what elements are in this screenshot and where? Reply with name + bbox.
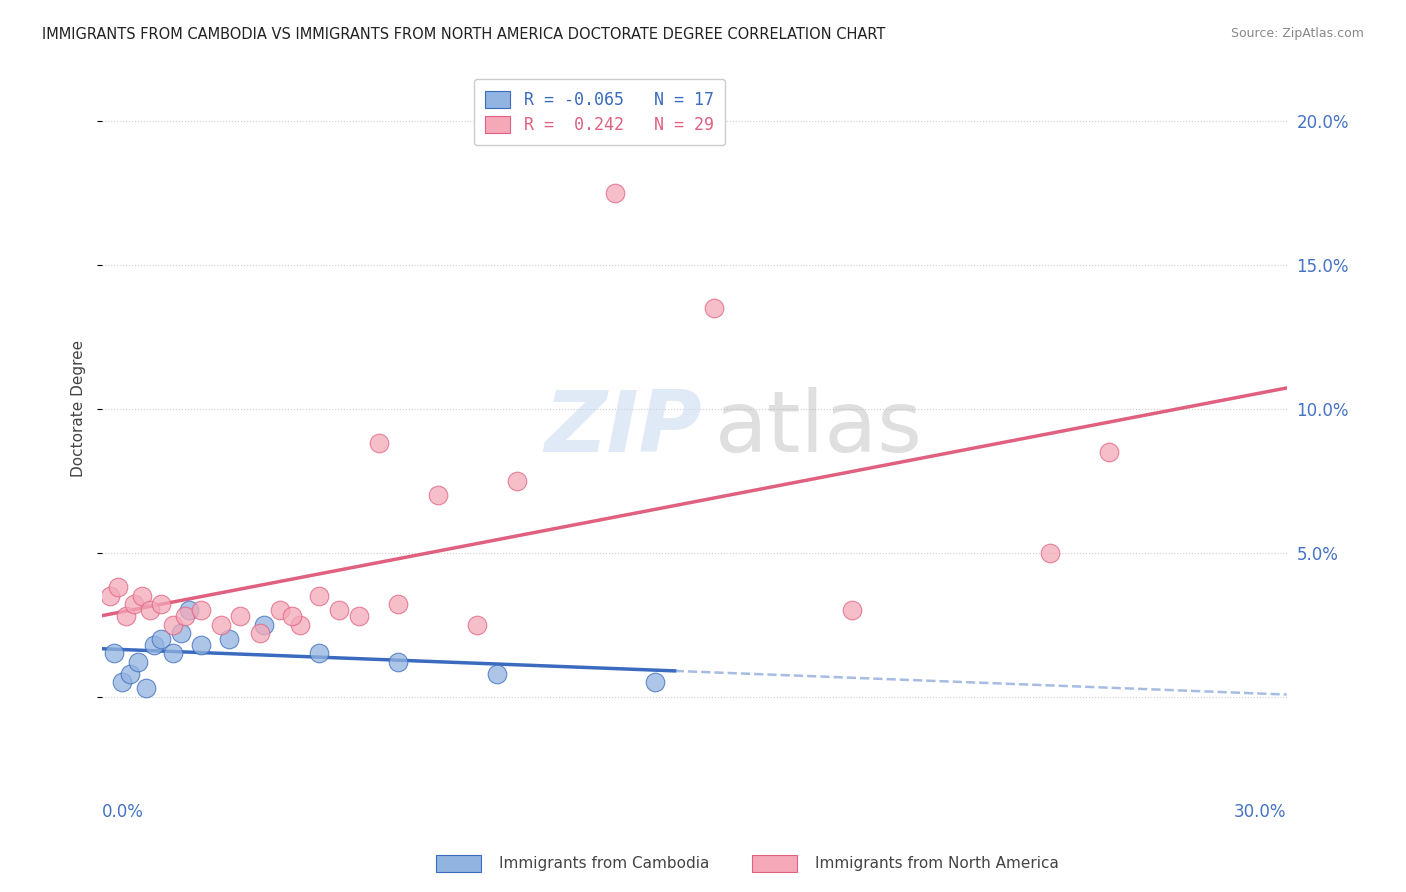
Point xyxy=(115,609,138,624)
Point xyxy=(387,598,409,612)
Text: Immigrants from Cambodia: Immigrants from Cambodia xyxy=(499,856,710,871)
Text: atlas: atlas xyxy=(714,387,922,470)
Point xyxy=(426,488,449,502)
Point xyxy=(347,609,370,624)
Text: IMMIGRANTS FROM CAMBODIA VS IMMIGRANTS FROM NORTH AMERICA DOCTORATE DEGREE CORRE: IMMIGRANTS FROM CAMBODIA VS IMMIGRANTS F… xyxy=(42,27,886,42)
Point xyxy=(98,589,121,603)
Point xyxy=(328,603,350,617)
Point xyxy=(506,474,529,488)
Text: Immigrants from North America: Immigrants from North America xyxy=(815,856,1059,871)
Text: 0.0%: 0.0% xyxy=(103,803,143,822)
Point xyxy=(190,603,212,617)
Point xyxy=(209,617,232,632)
Point xyxy=(127,655,149,669)
Point xyxy=(703,301,725,315)
Point xyxy=(174,609,197,624)
Point xyxy=(142,638,165,652)
Point xyxy=(111,675,134,690)
Point xyxy=(644,675,666,690)
Point xyxy=(1039,546,1062,560)
Point xyxy=(249,626,271,640)
Text: Source: ZipAtlas.com: Source: ZipAtlas.com xyxy=(1230,27,1364,40)
Point xyxy=(269,603,291,617)
Point xyxy=(190,638,212,652)
Text: ZIP: ZIP xyxy=(544,387,702,470)
Point xyxy=(485,666,508,681)
Point xyxy=(162,617,184,632)
Point xyxy=(308,646,330,660)
Point xyxy=(465,617,488,632)
Text: 30.0%: 30.0% xyxy=(1234,803,1286,822)
Legend: R = -0.065   N = 17, R =  0.242   N = 29: R = -0.065 N = 17, R = 0.242 N = 29 xyxy=(474,79,725,145)
Point xyxy=(387,655,409,669)
Point xyxy=(280,609,302,624)
Point xyxy=(122,598,145,612)
Point xyxy=(229,609,252,624)
Point xyxy=(162,646,184,660)
Point xyxy=(138,603,160,617)
Point xyxy=(118,666,141,681)
Point xyxy=(103,646,125,660)
Point xyxy=(218,632,240,646)
Point xyxy=(135,681,157,695)
Point xyxy=(288,617,311,632)
Point xyxy=(107,580,129,594)
Y-axis label: Doctorate Degree: Doctorate Degree xyxy=(72,340,86,477)
Point xyxy=(841,603,863,617)
Point xyxy=(605,186,627,200)
Point xyxy=(150,632,173,646)
Point xyxy=(1098,445,1121,459)
Point xyxy=(308,589,330,603)
Point xyxy=(131,589,153,603)
Point xyxy=(367,436,389,450)
Point xyxy=(253,617,276,632)
Point xyxy=(177,603,200,617)
Point xyxy=(170,626,193,640)
Point xyxy=(150,598,173,612)
